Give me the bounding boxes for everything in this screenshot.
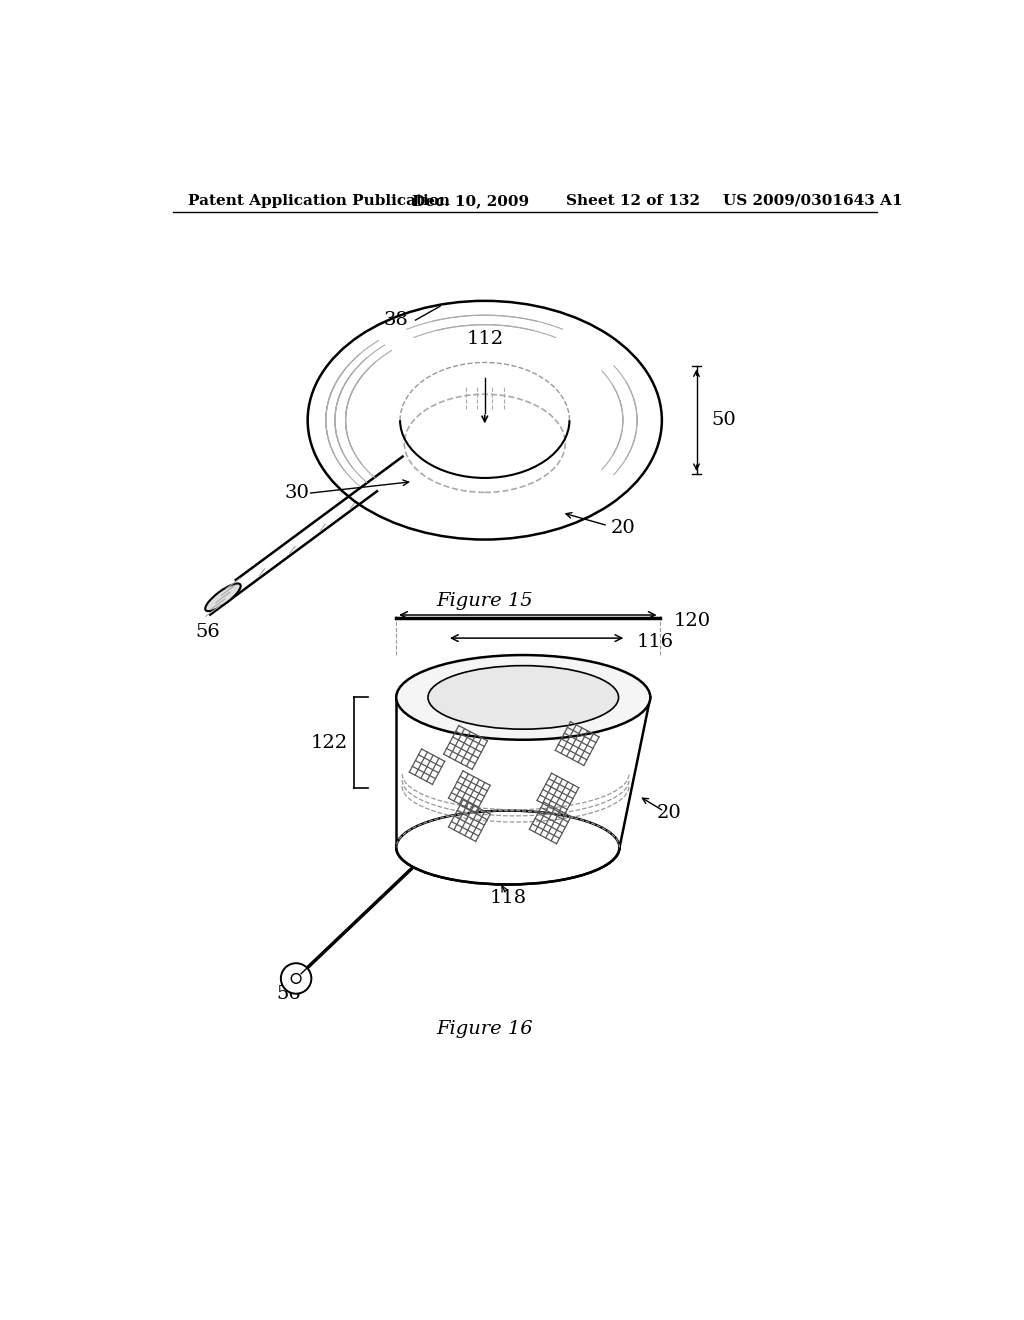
Text: 20: 20 [657, 804, 682, 822]
Text: 38: 38 [384, 312, 409, 329]
Ellipse shape [205, 583, 241, 611]
Text: Patent Application Publication: Patent Application Publication [188, 194, 451, 207]
Ellipse shape [396, 655, 650, 739]
Text: 116: 116 [637, 634, 674, 651]
Text: Sheet 12 of 132: Sheet 12 of 132 [565, 194, 699, 207]
Text: 56: 56 [276, 985, 301, 1003]
Ellipse shape [396, 810, 620, 884]
Ellipse shape [291, 974, 301, 983]
Text: 20: 20 [611, 519, 636, 537]
Text: 112: 112 [466, 330, 504, 348]
Text: Figure 15: Figure 15 [436, 593, 534, 610]
Text: Figure 16: Figure 16 [436, 1019, 534, 1038]
Text: 120: 120 [674, 612, 711, 630]
Text: 50: 50 [711, 412, 736, 429]
Text: 56: 56 [196, 623, 220, 642]
Text: US 2009/0301643 A1: US 2009/0301643 A1 [724, 194, 903, 207]
Text: 118: 118 [489, 888, 526, 907]
Text: Dec. 10, 2009: Dec. 10, 2009 [412, 194, 528, 207]
Text: 122: 122 [310, 734, 348, 751]
Ellipse shape [428, 665, 618, 729]
Text: 30: 30 [285, 484, 309, 503]
Ellipse shape [281, 964, 311, 994]
